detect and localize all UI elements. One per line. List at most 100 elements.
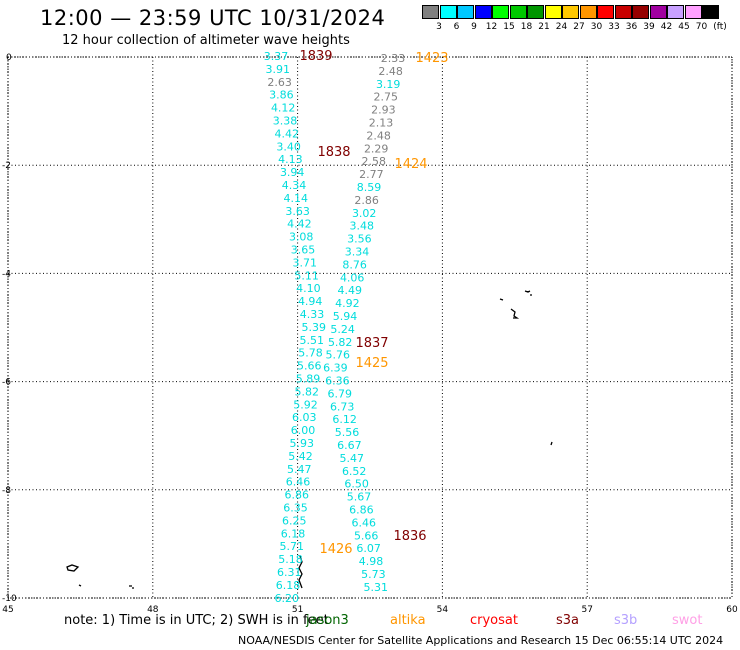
east-track-value: 2.33 bbox=[381, 52, 406, 65]
lon-tick-label: 60 bbox=[726, 605, 738, 615]
scale-swatch bbox=[492, 5, 509, 19]
east-track-value: 8.59 bbox=[357, 181, 382, 194]
lat-tick-label: -2 bbox=[2, 161, 11, 171]
east-track-value: 6.12 bbox=[332, 413, 357, 426]
east-track-value: 6.79 bbox=[328, 387, 353, 400]
track-id-label: 1423 bbox=[415, 51, 448, 66]
east-track-value: 6.73 bbox=[330, 400, 355, 413]
west-track-value: 4.42 bbox=[275, 127, 300, 140]
legend-entry-jason3: jason3 bbox=[306, 613, 349, 628]
lon-tick-label: 45 bbox=[2, 605, 13, 615]
track-id-label: 1424 bbox=[394, 157, 427, 172]
scale-label: 21 bbox=[538, 22, 550, 32]
scale-label: 70 bbox=[695, 22, 708, 32]
island-coast bbox=[66, 564, 80, 572]
east-track-value: 5.24 bbox=[330, 323, 355, 336]
east-track-value: 4.98 bbox=[359, 555, 384, 568]
legend-entry-altika: altika bbox=[390, 613, 426, 628]
lon-tick-label: 51 bbox=[292, 605, 303, 615]
satellite-legend: jason3 altika cryosat s3a s3b swot bbox=[306, 613, 726, 631]
east-track-value: 5.56 bbox=[335, 426, 360, 439]
scale-swatch bbox=[684, 5, 702, 19]
island-coast bbox=[129, 585, 134, 589]
island-coast bbox=[78, 584, 82, 587]
east-track-value: 5.73 bbox=[361, 568, 386, 581]
east-track-value: 6.52 bbox=[342, 465, 367, 478]
page-title: 12:00 — 23:59 UTC 10/31/2024 bbox=[40, 6, 386, 30]
west-track-value: 5.89 bbox=[296, 373, 321, 386]
west-track-value: 3.38 bbox=[273, 115, 298, 128]
west-track-value: 6.25 bbox=[282, 514, 307, 527]
east-track-value: 5.94 bbox=[333, 310, 358, 323]
east-track-value: 6.46 bbox=[352, 516, 377, 529]
east-track-value: 6.36 bbox=[325, 375, 350, 388]
lon-tick-label: 54 bbox=[437, 605, 449, 615]
west-track-value: 5.39 bbox=[302, 321, 327, 334]
west-track-value: 5.71 bbox=[280, 540, 305, 553]
west-track-value: 2.63 bbox=[267, 76, 292, 89]
west-track-value: 5.78 bbox=[298, 347, 323, 360]
track-id-label: 1837 bbox=[355, 336, 388, 351]
west-track-value: 6.18 bbox=[281, 527, 306, 540]
scale-swatch bbox=[702, 5, 719, 19]
legend-entry-swot: swot bbox=[672, 613, 703, 628]
east-track-value: 6.50 bbox=[344, 478, 369, 491]
lat-tick-label: -6 bbox=[2, 378, 11, 388]
scale-swatch bbox=[544, 5, 562, 19]
west-track-value: 4.34 bbox=[282, 179, 307, 192]
east-track-value: 2.77 bbox=[359, 168, 384, 181]
legend-entry-cryosat: cryosat bbox=[470, 613, 518, 628]
east-track-value: 2.75 bbox=[374, 91, 399, 104]
west-track-value: 6.86 bbox=[285, 489, 310, 502]
east-track-value: 6.07 bbox=[356, 542, 381, 555]
west-track-value: 6.03 bbox=[292, 411, 317, 424]
east-track-value: 3.34 bbox=[345, 246, 370, 259]
scale-label: 12 bbox=[485, 22, 498, 32]
east-track-value: 2.58 bbox=[362, 155, 387, 168]
west-track-value: 3.37 bbox=[264, 50, 289, 63]
lat-tick-label: -8 bbox=[2, 486, 11, 496]
scale-swatch bbox=[632, 5, 649, 19]
west-track-value: 4.14 bbox=[284, 192, 309, 205]
west-track-value: 3.94 bbox=[280, 166, 305, 179]
east-track-value: 5.67 bbox=[347, 491, 372, 504]
west-track-value: 6.00 bbox=[291, 424, 316, 437]
track-id-label: 1426 bbox=[319, 542, 352, 557]
track-id-label: 1425 bbox=[355, 356, 388, 371]
scale-swatch bbox=[422, 5, 439, 19]
scale-label: 15 bbox=[503, 22, 515, 32]
west-track-value: 3.91 bbox=[266, 63, 291, 76]
west-track-value: 3.40 bbox=[276, 140, 301, 153]
east-track-value: 2.29 bbox=[364, 142, 389, 155]
west-track-value: 5.47 bbox=[287, 463, 312, 476]
east-track-value: 3.19 bbox=[376, 78, 401, 91]
scale-swatch bbox=[614, 5, 632, 19]
east-track-value: 8.76 bbox=[342, 258, 367, 271]
east-track-value: 3.02 bbox=[352, 207, 377, 220]
scale-swatch bbox=[509, 5, 527, 19]
scale-swatch bbox=[597, 5, 614, 19]
track-id-label: 1839 bbox=[299, 49, 332, 64]
east-track-value: 2.48 bbox=[378, 65, 403, 78]
scale-label: 3 bbox=[436, 22, 442, 32]
lon-tick-label: 48 bbox=[147, 605, 159, 615]
west-track-value: 4.13 bbox=[278, 153, 303, 166]
footer-credit: NOAA/NESDIS Center for Satellite Applica… bbox=[238, 634, 724, 647]
lat-tick-label: -4 bbox=[2, 269, 11, 279]
page-subtitle: 12 hour collection of altimeter wave hei… bbox=[62, 33, 350, 48]
scale-swatch bbox=[457, 5, 474, 19]
west-track-value: 5.42 bbox=[288, 450, 313, 463]
west-track-value: 5.66 bbox=[297, 360, 322, 373]
east-track-value: 5.82 bbox=[328, 336, 353, 349]
scale-label: 36 bbox=[625, 22, 638, 32]
west-track-value: 6.35 bbox=[283, 502, 308, 515]
scale-label: 33 bbox=[608, 22, 620, 32]
west-track-value: 6.18 bbox=[276, 579, 301, 592]
scale-label: 18 bbox=[520, 22, 533, 32]
west-track-value: 5.92 bbox=[293, 398, 318, 411]
west-track-value: 3.71 bbox=[293, 256, 318, 269]
island-coast bbox=[550, 441, 553, 446]
legend-entry-s3a: s3a bbox=[556, 613, 580, 628]
west-track-value: 3.65 bbox=[291, 244, 316, 257]
